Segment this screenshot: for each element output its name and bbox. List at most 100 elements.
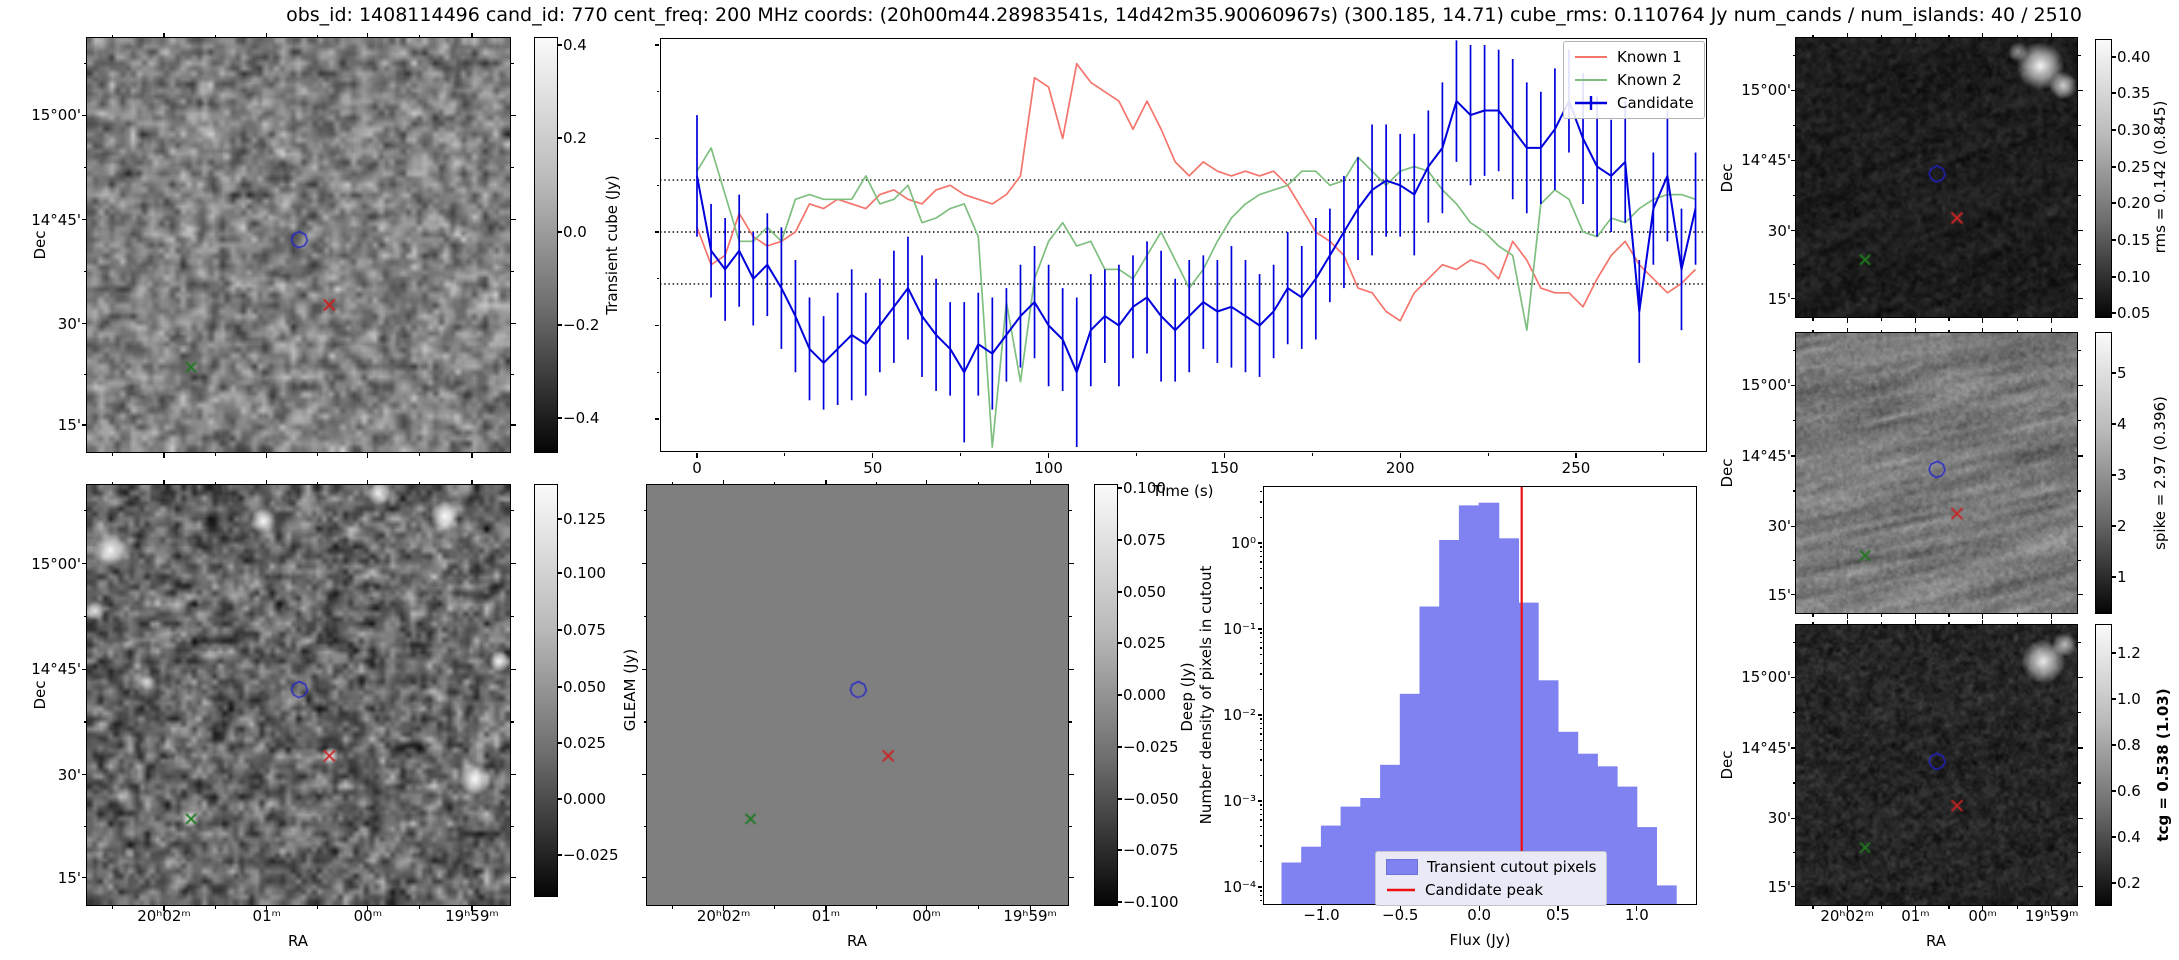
time-tick-label: 0: [692, 459, 702, 477]
axis-tick: [163, 479, 165, 484]
dec-axis-label: Dec: [1718, 750, 1736, 780]
axis-tick: [1259, 804, 1262, 806]
axis-tick: [558, 137, 562, 139]
axis-tick: [214, 481, 216, 484]
axis-tick: [1948, 318, 1950, 321]
axis-tick: [1575, 453, 1577, 458]
axis-tick: [2112, 129, 2116, 131]
axis-tick: [643, 825, 646, 827]
axis-tick: [1259, 845, 1262, 847]
axis-tick: [83, 825, 86, 827]
colorbar-tick-label: 0.075: [1123, 531, 1166, 550]
axis-tick: [1259, 894, 1262, 896]
axis-tick: [643, 510, 646, 512]
axis-tick: [2078, 264, 2081, 266]
legend-label: Candidate peak: [1425, 881, 1544, 899]
axis-tick: [1259, 890, 1262, 892]
axis-tick: [1118, 849, 1122, 851]
axis-tick: [419, 906, 421, 909]
gleam-cutout-image: [86, 484, 511, 906]
legend-item-candidate-peak: Candidate peak: [1386, 881, 1596, 899]
axis-tick: [1118, 539, 1122, 541]
axis-tick: [654, 418, 659, 420]
axis-tick: [511, 62, 514, 65]
dec-tick-label: 15': [57, 868, 81, 887]
axis-tick: [1399, 453, 1401, 458]
axis-tick: [641, 562, 646, 565]
axis-tick: [511, 219, 516, 221]
histogram-y-label: Number density of pixels in cutout: [1197, 565, 1215, 825]
legend-label: Known 1: [1617, 48, 1682, 66]
axis-tick: [83, 62, 86, 65]
histogram-plot: [1263, 486, 1697, 905]
axis-tick: [163, 906, 165, 911]
colorbar-tick-label: 5: [2117, 364, 2127, 382]
dec-tick-label: 15°00': [31, 554, 81, 573]
colorbar-tick-label: 0.0: [563, 223, 587, 241]
density-tick-label: 10⁻⁴: [1222, 878, 1256, 896]
axis-tick: [81, 323, 86, 325]
axis-tick: [83, 373, 86, 375]
axis-tick: [1259, 576, 1262, 578]
axis-tick: [2078, 525, 2083, 527]
axis-tick: [511, 424, 516, 426]
axis-tick: [511, 877, 516, 879]
dec-tick-label: 30': [1767, 809, 1791, 828]
colorbar-tick-label: 2: [2117, 517, 2127, 535]
axis-tick: [2078, 455, 2083, 457]
ra-tick-label: 19ʰ59ᵐ: [445, 907, 499, 925]
axis-tick: [83, 166, 86, 169]
ra-tick-label: 00ᵐ: [1968, 907, 1997, 925]
dec-axis-label: Dec: [31, 680, 49, 710]
axis-tick: [83, 721, 86, 723]
dec-axis-label: Dec: [1718, 163, 1736, 193]
axis-tick: [1069, 615, 1072, 618]
colorbar-tick-label: 0.30: [2117, 120, 2151, 139]
axis-tick: [1118, 694, 1122, 696]
rms-cutout-image: [1795, 37, 2078, 318]
axis-tick: [81, 877, 86, 879]
axis-tick: [1846, 906, 1848, 911]
axis-tick: [925, 906, 928, 911]
flux-tick-label: 1.0: [1624, 906, 1649, 924]
axis-tick: [1069, 825, 1072, 827]
axis-tick: [2112, 836, 2116, 838]
transient-cutout-image: [86, 37, 511, 453]
axis-tick: [1792, 559, 1795, 562]
axis-tick: [1320, 906, 1322, 911]
axis-tick: [2112, 239, 2116, 241]
axis-tick: [214, 906, 216, 909]
axis-tick: [2051, 32, 2053, 37]
ra-axis-label: RA: [846, 932, 868, 950]
axis-tick: [1790, 676, 1795, 678]
axis-tick: [1069, 721, 1072, 723]
colorbar-tick-label: 0.2: [563, 128, 587, 147]
axis-tick: [1069, 668, 1074, 670]
ra-tick-label: 20ʰ02ᵐ: [696, 907, 751, 925]
axis-tick: [2078, 298, 2083, 300]
axis-tick: [2051, 318, 2053, 323]
colorbar-tick-label: 0.100: [1123, 478, 1166, 497]
colorbar-tick-label: 0.025: [1123, 634, 1166, 652]
axis-tick: [654, 44, 659, 46]
axis-tick: [2051, 327, 2053, 332]
axis-tick: [1880, 621, 1882, 624]
axis-tick: [1792, 641, 1795, 643]
axis-tick: [511, 668, 516, 670]
axis-tick: [1981, 906, 1984, 911]
colorbar-tick-label: 0.050: [563, 678, 606, 696]
axis-tick: [163, 453, 165, 458]
colorbar-tick-label: 0.10: [2117, 268, 2151, 286]
axis-tick: [1792, 420, 1795, 422]
axis-tick: [1636, 906, 1638, 911]
axis-tick: [875, 906, 877, 909]
axis-tick: [471, 453, 473, 458]
lightcurve-legend: Known 1 Known 2 Candidate: [1563, 41, 1705, 119]
axis-tick: [111, 453, 114, 456]
axis-tick: [1487, 453, 1489, 456]
axis-tick: [1259, 561, 1262, 563]
colorbar-tick-label: 0.100: [563, 563, 606, 582]
axis-tick: [163, 32, 165, 37]
axis-tick: [266, 453, 268, 458]
axis-tick: [1259, 826, 1262, 828]
